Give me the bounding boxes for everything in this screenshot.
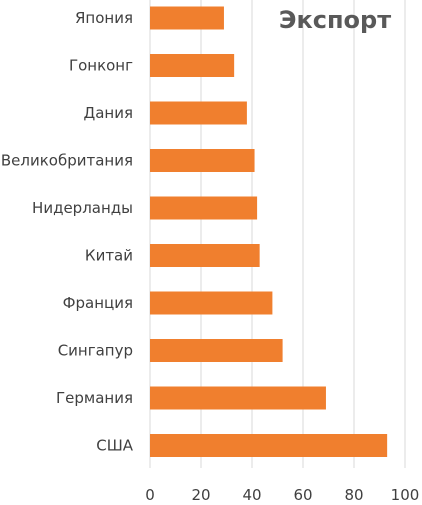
- bar: [150, 196, 258, 220]
- x-tick-label: 80: [344, 486, 363, 504]
- x-tick-label: 40: [242, 486, 261, 504]
- category-label: Сингапур: [58, 342, 133, 360]
- chart-title: Экспорт: [279, 6, 391, 34]
- bar: [150, 291, 273, 315]
- category-label: Китай: [85, 247, 133, 265]
- x-tick-label: 0: [145, 486, 155, 504]
- category-label: Германия: [56, 389, 133, 407]
- category-label: Дания: [84, 104, 134, 122]
- category-label: Франция: [63, 294, 133, 312]
- bar: [150, 434, 388, 457]
- bar: [150, 386, 326, 410]
- x-tick-label: 100: [391, 486, 420, 504]
- category-label: Япония: [75, 9, 133, 27]
- category-labels: Япония Гонконг Дания Великобритания Нидерлан…: [1, 9, 134, 455]
- bar: [150, 339, 283, 362]
- bar: [150, 244, 260, 267]
- bar: [150, 149, 255, 172]
- bar: [150, 6, 224, 30]
- category-label: Гонконг: [69, 57, 133, 75]
- bar: [150, 101, 247, 125]
- category-label: Нидерланды: [32, 199, 133, 217]
- x-tick-label: 60: [293, 486, 312, 504]
- bar: [150, 54, 235, 77]
- x-tick-labels: 0 20 40 60 80 100: [145, 486, 419, 504]
- bars: [150, 6, 388, 457]
- category-label: Великобритания: [1, 152, 133, 170]
- category-label: США: [96, 437, 134, 455]
- x-tick-label: 20: [191, 486, 210, 504]
